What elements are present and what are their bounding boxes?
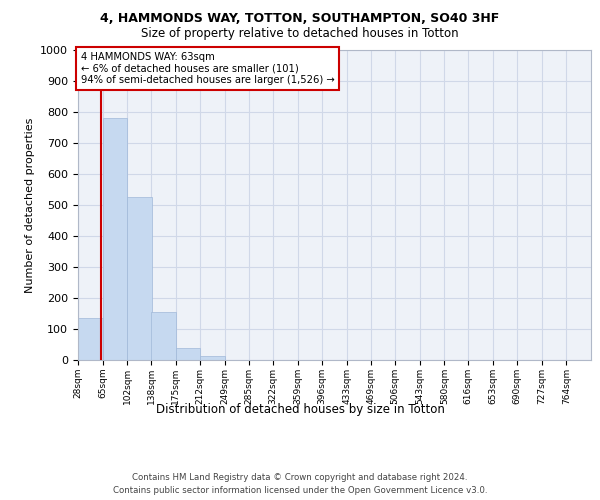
Text: Contains HM Land Registry data © Crown copyright and database right 2024.: Contains HM Land Registry data © Crown c…	[132, 472, 468, 482]
Bar	[127, 197, 152, 360]
Bar	[176, 348, 200, 360]
Y-axis label: Number of detached properties: Number of detached properties	[25, 118, 35, 292]
Text: Contains public sector information licensed under the Open Government Licence v3: Contains public sector information licen…	[113, 486, 487, 495]
Text: Distribution of detached houses by size in Totton: Distribution of detached houses by size …	[155, 402, 445, 415]
Bar	[103, 118, 127, 360]
Bar	[151, 312, 176, 360]
Text: 4, HAMMONDS WAY, TOTTON, SOUTHAMPTON, SO40 3HF: 4, HAMMONDS WAY, TOTTON, SOUTHAMPTON, SO…	[100, 12, 500, 26]
Bar	[200, 356, 224, 360]
Text: Size of property relative to detached houses in Totton: Size of property relative to detached ho…	[141, 28, 459, 40]
Bar	[78, 318, 103, 360]
Text: 4 HAMMONDS WAY: 63sqm
← 6% of detached houses are smaller (101)
94% of semi-deta: 4 HAMMONDS WAY: 63sqm ← 6% of detached h…	[80, 52, 334, 84]
